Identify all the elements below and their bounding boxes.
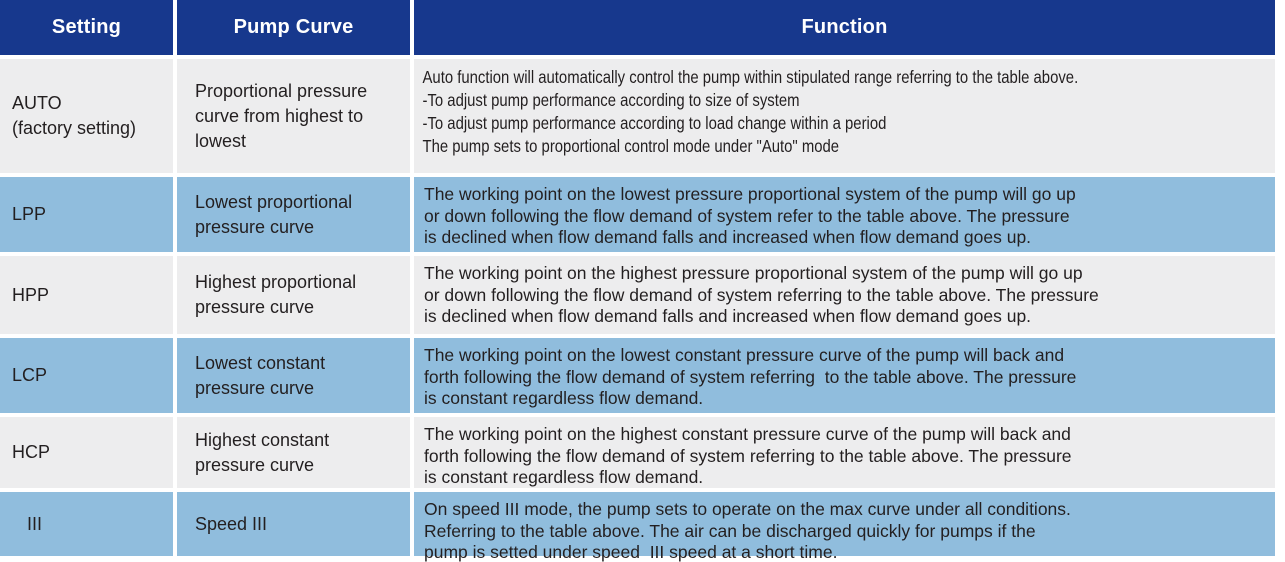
function-cell-lpp: The working point on the lowest pressure… xyxy=(414,177,1275,252)
setting-cell-hpp: HPP xyxy=(0,256,173,334)
function-text-auto: Auto function will automatically control… xyxy=(422,67,1079,156)
pump-curve-cell-hcp: Highest constant pressure curve xyxy=(177,417,410,488)
header-function: Function xyxy=(414,0,1275,55)
pump-curve-cell-auto: Proportional pressure curve from highest… xyxy=(177,59,410,173)
pump-curve-cell-iii: Speed III xyxy=(177,492,410,556)
function-cell-auto: Auto function will automatically control… xyxy=(414,59,1275,173)
setting-cell-iii: III xyxy=(0,492,173,556)
function-cell-hpp: The working point on the highest pressur… xyxy=(414,256,1275,334)
function-cell-hcp: The working point on the highest constan… xyxy=(414,417,1275,488)
pump-curve-cell-hpp: Highest proportional pressure curve xyxy=(177,256,410,334)
header-setting: Setting xyxy=(0,0,173,55)
function-cell-lcp: The working point on the lowest constant… xyxy=(414,338,1275,413)
pump-curve-cell-lcp: Lowest constant pressure curve xyxy=(177,338,410,413)
setting-cell-lpp: LPP xyxy=(0,177,173,252)
header-pump-curve: Pump Curve xyxy=(177,0,410,55)
pump-curve-cell-lpp: Lowest proportional pressure curve xyxy=(177,177,410,252)
setting-cell-lcp: LCP xyxy=(0,338,173,413)
setting-cell-auto: AUTO (factory setting) xyxy=(0,59,173,173)
function-cell-iii: On speed III mode, the pump sets to oper… xyxy=(414,492,1275,562)
setting-cell-hcp: HCP xyxy=(0,417,173,488)
